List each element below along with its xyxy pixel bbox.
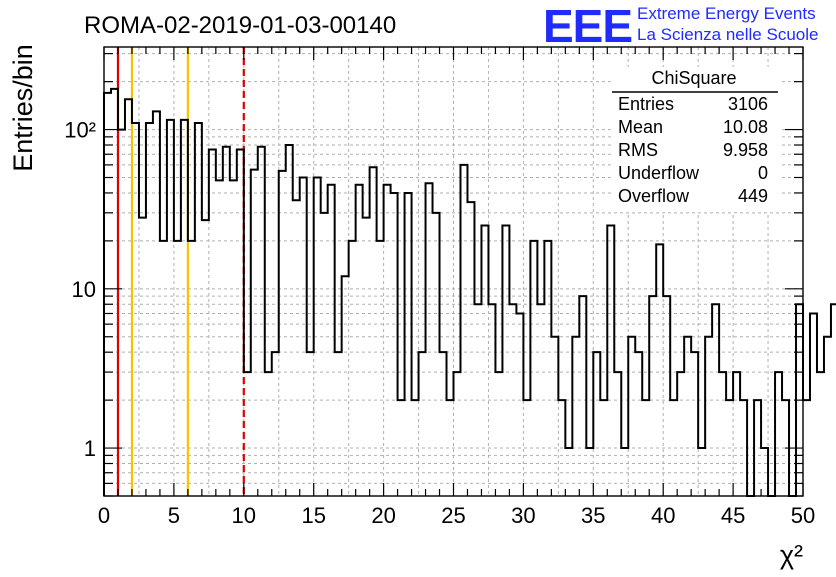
- x-tick-label: 30: [511, 503, 535, 528]
- stats-label-entries: Entries: [618, 94, 674, 114]
- x-tick-label: 35: [581, 503, 605, 528]
- y-tick-label: 1: [84, 436, 96, 461]
- stats-title: ChiSquare: [651, 68, 736, 88]
- stats-label-rms: RMS: [618, 140, 658, 160]
- stats-value-rms: 9.958: [723, 140, 768, 160]
- y-tick-labels: 1 10 10²: [64, 118, 96, 461]
- x-tick-label: 10: [232, 503, 256, 528]
- stats-box: ChiSquare Entries 3106 Mean 10.08 RMS 9.…: [612, 67, 782, 212]
- x-tick-label: 45: [721, 503, 745, 528]
- histogram: [103, 87, 836, 497]
- axis-ticks: [103, 47, 804, 497]
- stats-box-background: [612, 67, 782, 212]
- y-tick-label: 10: [72, 277, 96, 302]
- stats-label-overflow: Overflow: [618, 186, 690, 206]
- x-tick-label: 25: [441, 503, 465, 528]
- x-tick-label: 0: [98, 503, 110, 528]
- stats-value-underflow: 0: [758, 163, 768, 183]
- histogram-outline: [103, 87, 836, 497]
- stats-value-entries: 3106: [728, 94, 768, 114]
- y-tick-label: 10²: [64, 118, 96, 143]
- x-axis-label: χ²: [780, 540, 803, 570]
- y-axis-label: Entries/bin: [8, 44, 38, 172]
- stats-label-mean: Mean: [618, 117, 663, 137]
- x-tick-label: 40: [651, 503, 675, 528]
- stats-value-overflow: 449: [738, 186, 768, 206]
- x-tick-label: 15: [301, 503, 325, 528]
- cut-lines: [116, 47, 245, 496]
- run-title: ROMA-02-2019-01-03-00140: [84, 12, 396, 39]
- project-tagline: La Scienza nelle Scuole: [637, 25, 818, 44]
- stats-label-underflow: Underflow: [618, 163, 700, 183]
- eee-logo: EEE: [543, 0, 632, 52]
- x-tick-labels: 0 5 10 15 20 25 30 35 40 45 50: [98, 503, 815, 528]
- x-tick-label: 50: [791, 503, 815, 528]
- project-name: Extreme Energy Events: [637, 4, 816, 23]
- stats-value-mean: 10.08: [723, 117, 768, 137]
- x-tick-label: 20: [371, 503, 395, 528]
- x-tick-label: 5: [168, 503, 180, 528]
